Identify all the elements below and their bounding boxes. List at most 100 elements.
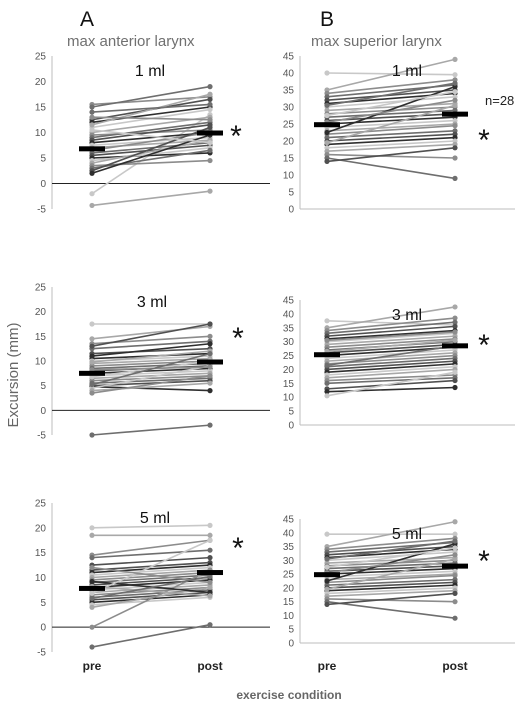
volume-label: 5 ml — [140, 510, 170, 527]
subject-point-post — [452, 531, 458, 537]
y-tick-label: 15 — [35, 103, 47, 114]
subject-point-pre — [324, 578, 330, 584]
subject-line — [326, 116, 456, 125]
y-tick-label: 35 — [283, 323, 295, 334]
y-tick-label: 30 — [283, 337, 295, 348]
y-tick-label: 20 — [35, 77, 47, 88]
subject-line — [326, 82, 456, 107]
subject-point-post — [207, 388, 213, 394]
subject-line — [326, 335, 456, 346]
subject-series — [324, 145, 458, 164]
subject-point-post — [207, 573, 213, 580]
mean-bar-post — [197, 130, 223, 136]
subject-line — [326, 363, 456, 374]
y-tick-label: -5 — [37, 205, 46, 216]
subject-point-post — [452, 377, 458, 384]
mean-bar-pre — [79, 146, 105, 152]
subject-point-post — [207, 364, 213, 370]
subject-line — [326, 547, 456, 569]
y-tick-label: 5 — [40, 381, 46, 392]
y-tick-label: -5 — [37, 648, 46, 659]
subject-line — [326, 554, 456, 574]
y-tick-label: 10 — [283, 611, 295, 622]
subject-series — [324, 56, 458, 93]
panel-A-1ml: -5 0 5 10 15 20 25 1 ml * — [35, 52, 270, 216]
y-tick-label: 0 — [40, 406, 46, 417]
mean-bar-pre — [314, 352, 340, 358]
subject-line — [326, 339, 456, 353]
subject-point-pre — [89, 578, 95, 585]
subject-line — [326, 104, 456, 144]
subject-line — [326, 99, 456, 124]
subject-line — [91, 569, 211, 579]
subject-line — [326, 540, 456, 560]
subject-line — [326, 558, 456, 591]
subject-line — [326, 331, 456, 342]
subject-point-post — [452, 545, 458, 551]
subject-line — [326, 567, 456, 575]
panel-title-b: max superior larynx — [311, 33, 442, 50]
y-tick-label: 40 — [283, 309, 295, 320]
subject-point-pre — [89, 555, 95, 561]
subject-point-post — [452, 155, 458, 161]
subject-series — [89, 532, 213, 538]
y-tick-label: 40 — [283, 69, 295, 80]
subject-line — [326, 537, 456, 551]
subject-line — [326, 153, 456, 159]
subject-line — [91, 579, 211, 589]
subject-line — [91, 584, 211, 594]
y-tick-label: 0 — [40, 623, 46, 634]
subject-point-post — [207, 321, 213, 327]
subject-line — [326, 325, 456, 337]
y-tick-label: 20 — [283, 583, 295, 594]
subject-line — [326, 58, 456, 91]
subject-line — [91, 350, 211, 363]
subject-series — [89, 547, 213, 561]
subject-point-post — [207, 522, 213, 528]
volume-label: 3 ml — [392, 307, 422, 324]
subject-point-post — [452, 56, 458, 63]
x-tick-label-pre: pre — [83, 659, 102, 673]
subject-point-post — [207, 147, 213, 153]
y-tick-label: 25 — [35, 52, 47, 63]
panel-A-3ml: -5 0 5 10 15 20 25 3 ml * — [35, 283, 270, 442]
subject-point-post — [207, 537, 213, 543]
subject-line — [326, 543, 456, 582]
subject-point-post — [452, 304, 458, 310]
subject-series — [89, 321, 213, 327]
y-tick-label: 0 — [288, 421, 294, 432]
y-tick-label: 0 — [288, 639, 294, 650]
y-tick-label: 30 — [283, 556, 295, 567]
subject-point-post — [207, 579, 213, 586]
subject-line — [91, 571, 211, 581]
subject-line — [326, 147, 456, 163]
subject-point-pre — [89, 359, 95, 365]
subject-line — [326, 360, 456, 371]
panel-letter-b: B — [320, 8, 334, 31]
subject-line — [91, 144, 211, 157]
subject-series — [324, 343, 458, 368]
subject-series — [324, 323, 458, 339]
y-tick-label: 5 — [40, 154, 46, 165]
subject-point-post — [452, 599, 458, 605]
subject-point-post — [452, 572, 458, 579]
subject-line — [91, 539, 211, 595]
subject-line — [326, 584, 456, 592]
subject-line — [326, 357, 456, 368]
y-tick-label: 10 — [35, 573, 47, 584]
subject-series — [89, 188, 213, 209]
subject-series — [89, 573, 213, 601]
subject-point-pre — [89, 104, 95, 110]
mean-bar-pre — [79, 370, 105, 376]
subject-line — [326, 329, 456, 340]
subject-point-pre — [89, 382, 95, 388]
y-tick-label: 5 — [288, 625, 294, 636]
volume-label: 1 ml — [135, 63, 165, 80]
y-tick-label: 45 — [283, 515, 295, 526]
subject-line — [91, 375, 211, 394]
subject-point-pre — [324, 70, 330, 76]
volume-label: 1 ml — [392, 63, 422, 80]
subject-series — [324, 329, 458, 343]
y-tick-label: 25 — [283, 351, 295, 362]
